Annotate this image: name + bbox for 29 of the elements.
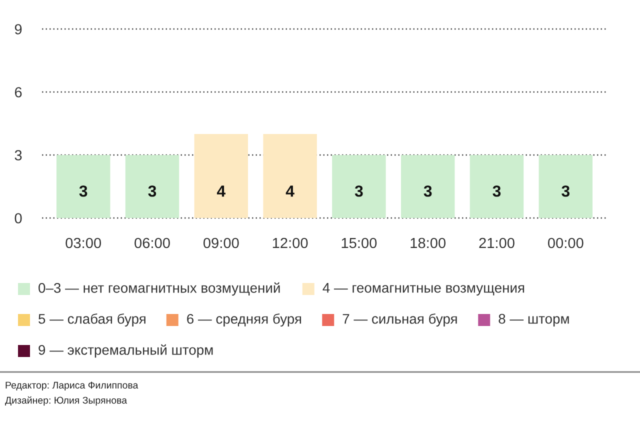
x-tick-label: 12:00 xyxy=(272,238,308,248)
x-tick-label: 09:00 xyxy=(203,238,239,248)
legend-label: 6 — средняя буря xyxy=(187,313,302,327)
text: Дизайнер: Юлия Зырянова xyxy=(5,396,128,406)
x-tick-label: 18:00 xyxy=(410,238,446,248)
legend-label: 4 — геомагнитные возмущения xyxy=(322,283,524,296)
x-tick-label: 03:00 xyxy=(66,238,102,248)
x-tick-label: 00:00 xyxy=(548,238,584,248)
data-label: 4 xyxy=(286,186,294,197)
data-label: 3 xyxy=(148,185,156,197)
y-tick-label: 3 xyxy=(14,150,22,160)
legend-label: 0–3 — нет геомагнитных возмущений xyxy=(38,282,280,296)
x-tick-label: 21:00 xyxy=(479,238,514,248)
y-tick-label: 0 xyxy=(14,213,22,224)
data-label: 3 xyxy=(354,185,363,197)
y-tick-label: 6 xyxy=(14,87,22,98)
text: Редактор: Лариса Филиппова xyxy=(6,382,138,391)
y-tick-label: 9 xyxy=(14,24,22,34)
x-tick-label: 15:00 xyxy=(342,238,377,248)
data-label: 4 xyxy=(216,186,226,197)
x-tick-label: 06:00 xyxy=(134,238,170,248)
legend-label: 9 — экстремальный шторм xyxy=(38,344,213,358)
legend-label: 8 — шторм xyxy=(498,314,569,326)
data-label: 3 xyxy=(79,185,88,197)
data-label: 3 xyxy=(424,185,432,197)
data-label: 3 xyxy=(562,185,570,197)
legend-label: 7 — сильная буря xyxy=(342,313,457,327)
data-label: 3 xyxy=(492,185,501,197)
legend-label: 5 — слабая буря xyxy=(38,313,146,327)
